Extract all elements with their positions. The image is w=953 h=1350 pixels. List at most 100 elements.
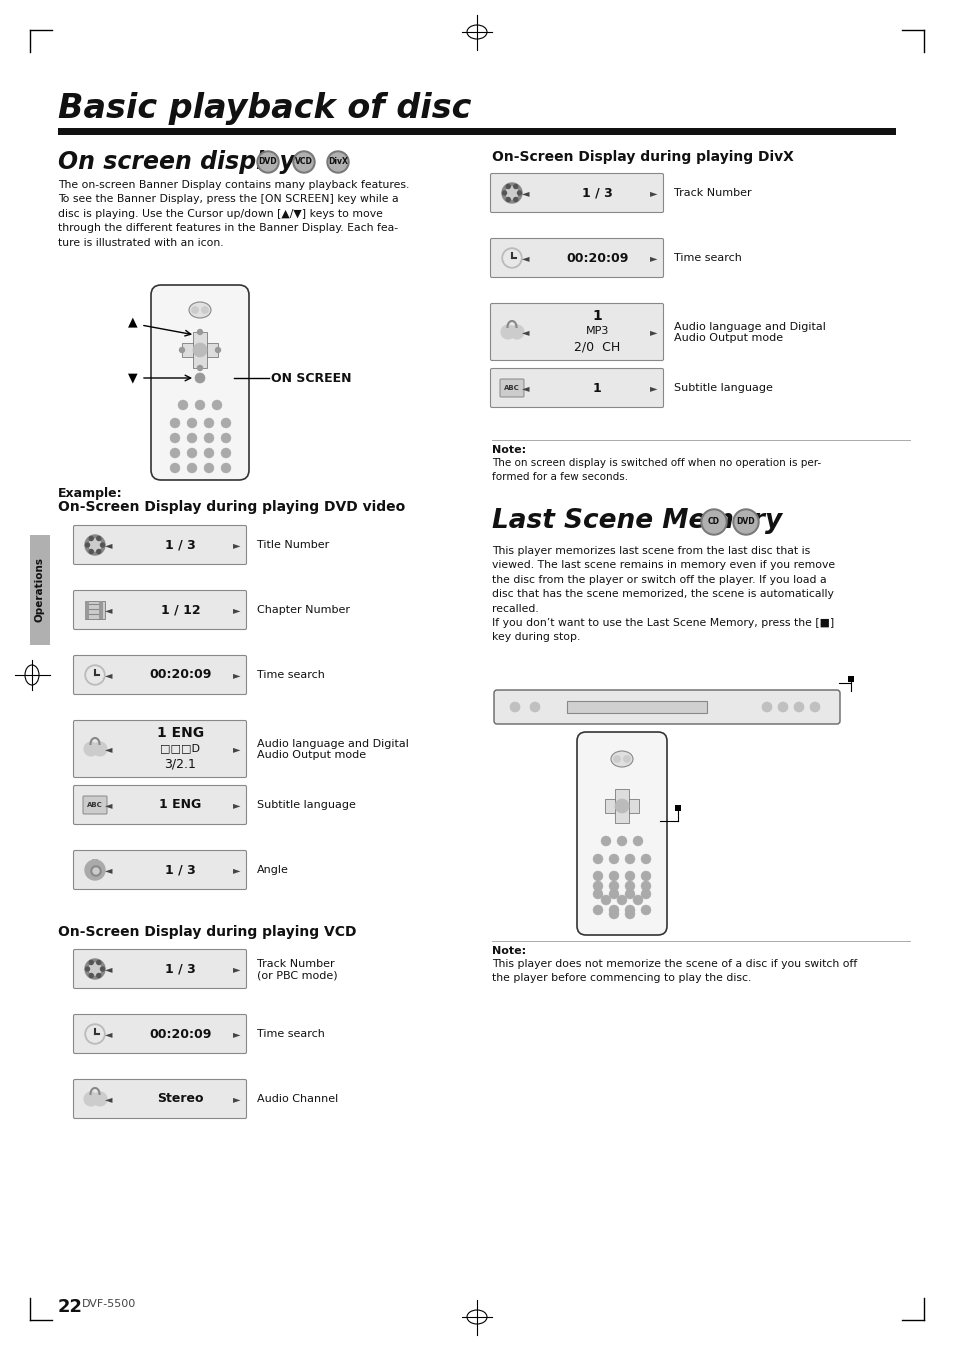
Circle shape [256,151,278,173]
Text: Track Number: Track Number [256,958,335,969]
FancyBboxPatch shape [490,304,662,360]
Circle shape [90,960,93,964]
Circle shape [293,151,314,173]
Text: DivX: DivX [328,158,348,166]
Circle shape [732,509,759,535]
FancyBboxPatch shape [499,379,523,397]
Ellipse shape [189,302,211,319]
Text: Subtitle language: Subtitle language [256,801,355,810]
Text: DVD: DVD [258,158,277,166]
Circle shape [215,347,220,352]
Circle shape [613,756,619,763]
FancyBboxPatch shape [73,525,246,564]
Circle shape [640,855,650,864]
Circle shape [85,860,105,880]
Text: ►: ► [650,188,657,198]
Circle shape [85,666,105,684]
Circle shape [809,702,820,711]
Text: Last Scene Memory: Last Scene Memory [492,508,781,535]
FancyBboxPatch shape [73,1014,246,1053]
Text: ►: ► [233,801,240,810]
Text: 3/2.1: 3/2.1 [164,757,196,769]
Text: 00:20:09: 00:20:09 [149,1027,212,1041]
Circle shape [593,890,602,899]
Text: 22: 22 [58,1297,83,1316]
Text: Basic playback of disc: Basic playback of disc [58,92,471,126]
Text: Time search: Time search [673,252,741,263]
Text: ►: ► [233,670,240,680]
Bar [30,535,50,645]
Circle shape [84,743,98,756]
Circle shape [221,418,231,428]
Circle shape [514,197,517,201]
Circle shape [608,909,618,919]
Circle shape [329,153,347,171]
FancyBboxPatch shape [73,850,246,890]
Circle shape [85,1025,105,1044]
FancyBboxPatch shape [83,796,107,814]
Circle shape [624,855,635,864]
Circle shape [505,188,517,198]
Circle shape [761,702,771,711]
Text: DVF-5500: DVF-5500 [82,1299,136,1310]
Circle shape [221,433,231,443]
Circle shape [608,882,618,891]
Circle shape [197,366,202,370]
Circle shape [624,882,635,891]
FancyBboxPatch shape [494,690,840,724]
Circle shape [90,973,93,977]
Text: 00:20:09: 00:20:09 [566,251,628,265]
Bar [58,128,895,135]
Circle shape [86,543,90,547]
Text: Audio Output mode: Audio Output mode [673,333,782,343]
Circle shape [90,536,93,540]
Circle shape [100,967,105,971]
Text: The on screen display is switched off when no operation is per-
formed for a few: The on screen display is switched off wh… [492,458,821,482]
Text: Subtitle language: Subtitle language [673,383,772,393]
Text: ON SCREEN: ON SCREEN [271,371,351,385]
Text: 1 / 12: 1 / 12 [160,603,200,617]
FancyBboxPatch shape [73,721,246,778]
Text: ▲: ▲ [128,316,137,328]
Circle shape [192,306,198,313]
Circle shape [204,463,213,472]
Bar [615,788,628,824]
FancyBboxPatch shape [490,239,662,278]
Text: 1 / 3: 1 / 3 [165,539,195,552]
Text: ►: ► [650,327,657,338]
Circle shape [624,890,635,899]
Text: ◄: ◄ [521,188,529,198]
Circle shape [617,836,626,846]
Circle shape [92,743,107,756]
Circle shape [640,904,650,915]
Circle shape [194,373,205,383]
Circle shape [85,535,105,555]
Text: Audio language and Digital: Audio language and Digital [256,738,409,749]
Text: ◄: ◄ [521,252,529,263]
Circle shape [640,890,650,899]
Text: ◄: ◄ [105,670,112,680]
Circle shape [778,702,787,711]
Circle shape [96,973,101,977]
Bar [847,676,853,682]
FancyBboxPatch shape [490,369,662,408]
Text: 1 ENG: 1 ENG [156,726,204,740]
Circle shape [194,400,205,410]
Text: The on-screen Banner Display contains many playback features.
To see the Banner : The on-screen Banner Display contains ma… [58,180,409,247]
Bar [675,805,680,811]
Circle shape [506,197,510,201]
Text: ►: ► [233,1029,240,1040]
Circle shape [204,418,213,428]
Circle shape [506,185,510,189]
Text: 1 / 3: 1 / 3 [165,864,195,876]
Text: ◄: ◄ [105,801,112,810]
Text: ◄: ◄ [105,540,112,549]
Circle shape [258,153,276,171]
Circle shape [593,882,602,891]
Circle shape [90,549,93,553]
FancyBboxPatch shape [577,732,666,936]
Circle shape [179,347,184,352]
Circle shape [510,325,523,339]
Circle shape [178,400,188,410]
Circle shape [170,448,180,458]
